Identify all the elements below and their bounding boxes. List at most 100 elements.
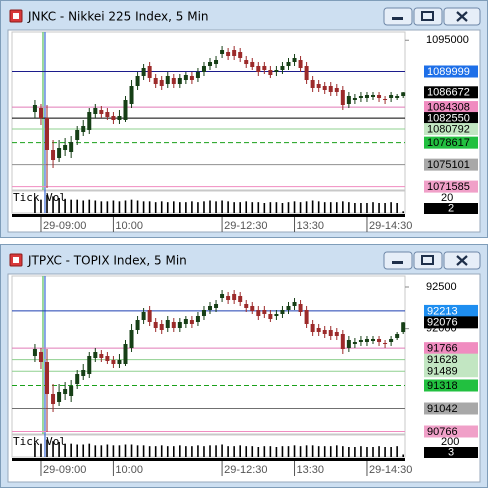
level-tag xyxy=(424,365,478,378)
candle-body xyxy=(274,314,279,316)
volume-tick-label: 200 xyxy=(441,436,459,448)
candle-body xyxy=(383,343,388,344)
candle-body xyxy=(304,310,309,324)
volume-tag xyxy=(424,203,478,214)
candle-body xyxy=(286,306,291,310)
candle-body xyxy=(383,99,388,100)
candle-body xyxy=(220,50,225,54)
candle-body xyxy=(153,78,158,84)
candle-body xyxy=(334,332,339,336)
price-area xyxy=(11,31,406,191)
level-label: 90766 xyxy=(427,426,458,438)
candle-body xyxy=(214,304,219,308)
candle-body xyxy=(220,294,225,298)
candle-body xyxy=(81,370,86,376)
volume-area xyxy=(11,434,406,458)
close-glyph xyxy=(456,255,468,266)
chart-panel xyxy=(7,273,481,483)
candle-body xyxy=(340,90,345,105)
volume-last-label: 2 xyxy=(448,202,454,214)
candle-body xyxy=(401,92,406,96)
candle-body xyxy=(268,70,273,75)
candle-body xyxy=(69,386,74,396)
candle-body xyxy=(147,66,152,78)
candle-body xyxy=(105,112,110,117)
candle-body xyxy=(123,100,128,120)
candle-body xyxy=(111,360,116,364)
level-label: 91489 xyxy=(427,366,458,378)
candle-body xyxy=(298,60,303,68)
candle-body xyxy=(75,130,80,140)
candle-body xyxy=(371,339,376,341)
candle-body xyxy=(147,310,152,322)
candle-body xyxy=(352,98,357,100)
level-label: 1086672 xyxy=(427,87,470,99)
candle-body xyxy=(262,66,267,70)
candle-body xyxy=(358,96,363,98)
x-tick-label: 29-09:00 xyxy=(43,464,86,476)
candle-body xyxy=(201,310,206,316)
candle-body xyxy=(153,322,158,328)
window-icon-mark xyxy=(13,13,19,19)
candle-body xyxy=(201,66,206,72)
candle-body xyxy=(105,356,110,361)
level-tag xyxy=(424,304,478,317)
candle-body xyxy=(304,66,309,80)
x-tick-label: 29-12:30 xyxy=(224,464,267,476)
candle-body xyxy=(165,76,170,84)
close-glyph xyxy=(456,11,468,22)
candle-body xyxy=(129,86,134,104)
candle-body xyxy=(226,296,231,300)
level-label: 1089999 xyxy=(427,66,470,78)
level-tag xyxy=(424,65,478,78)
minimize-button[interactable] xyxy=(383,7,413,26)
minimize-glyph xyxy=(392,261,403,264)
candle-body xyxy=(280,66,285,70)
level-label: 91042 xyxy=(427,403,458,415)
y-tick-label: 92500 xyxy=(426,281,457,293)
candle-body xyxy=(159,324,164,330)
candle-body xyxy=(238,52,243,58)
level-tag xyxy=(424,158,478,171)
candle-body xyxy=(51,394,56,404)
level-tag xyxy=(424,123,478,136)
candle-body xyxy=(99,110,104,114)
volume-label: Tick Vol xyxy=(13,191,66,204)
x-tick-label: 13:30 xyxy=(297,220,325,232)
candle-body xyxy=(159,80,164,86)
level-label: 92213 xyxy=(427,305,458,317)
level-tag xyxy=(424,180,478,193)
candle-body xyxy=(256,66,261,72)
maximize-button[interactable] xyxy=(413,7,443,26)
window-title: JTPXC - TOPIX Index, 5 Min xyxy=(27,254,187,268)
candle-body xyxy=(358,340,363,342)
x-tick-label: 29-09:00 xyxy=(43,220,86,232)
level-tag xyxy=(424,101,478,114)
candle-body xyxy=(57,148,62,158)
candle-body xyxy=(395,96,400,98)
candle-body xyxy=(171,78,176,84)
candle-body xyxy=(135,76,140,86)
level-tag xyxy=(424,316,478,329)
candle-body xyxy=(123,344,128,364)
candle-body xyxy=(401,322,406,332)
candle-body xyxy=(328,86,333,92)
candle-body xyxy=(371,95,376,97)
candle-body xyxy=(310,80,315,88)
chart-window: JTPXC - TOPIX Index, 5 Min92500920009221… xyxy=(0,244,488,488)
candle-body xyxy=(262,310,267,314)
candle-body xyxy=(99,354,104,358)
candle-body xyxy=(141,312,146,320)
candle-body xyxy=(117,116,122,120)
candle-body xyxy=(298,304,303,312)
level-tag xyxy=(424,353,478,366)
x-tick-label: 10:00 xyxy=(115,220,143,232)
candle-body xyxy=(189,320,194,324)
candle-body xyxy=(63,145,68,150)
chart-panel xyxy=(7,29,481,233)
maximize-button[interactable] xyxy=(413,251,443,270)
minimize-glyph xyxy=(392,17,403,20)
level-label: 1078617 xyxy=(427,137,470,149)
minimize-button[interactable] xyxy=(383,251,413,270)
level-tag xyxy=(424,112,478,125)
